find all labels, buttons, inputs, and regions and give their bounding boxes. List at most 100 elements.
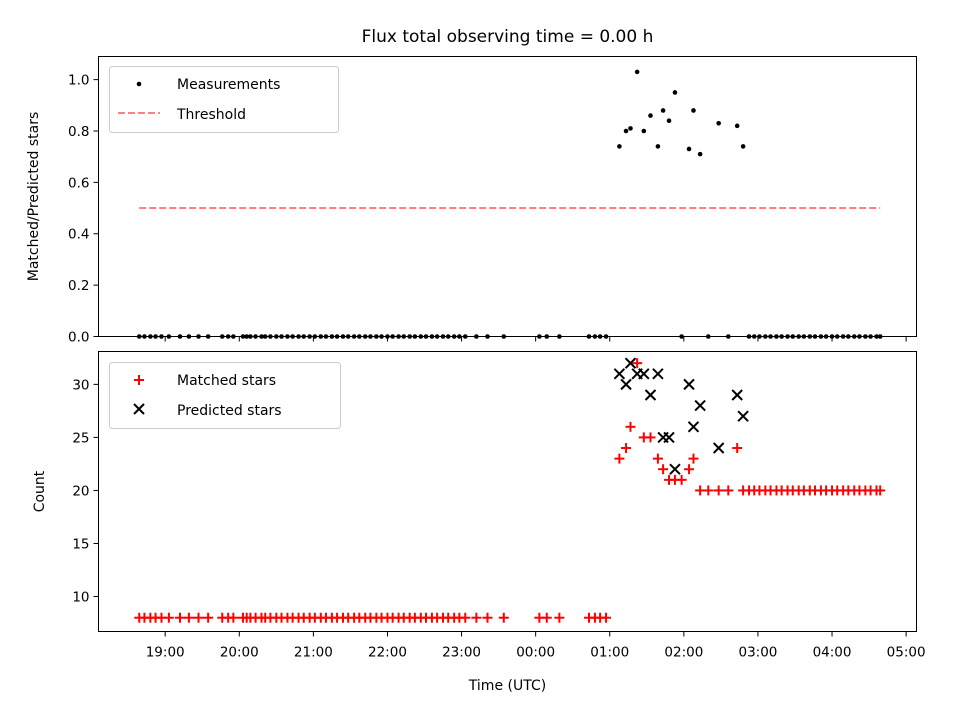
measurement-point (740, 144, 746, 149)
bottom-y-tick-label: 15 (72, 536, 89, 552)
x-tick-label: 01:00 (590, 645, 629, 661)
matched-star-point (614, 453, 625, 464)
matched-star-point (498, 612, 509, 623)
predicted-star-point (624, 357, 637, 369)
top-y-tick-label: 0.8 (68, 124, 89, 140)
measurement-point (666, 118, 672, 124)
x-tick-label: 04:00 (813, 645, 852, 661)
matched-star-point (658, 464, 669, 475)
legend-measurements-label: Measurements (177, 77, 280, 93)
legend-predicted-marker (133, 403, 145, 415)
bottom-y-axis-label: Count (32, 470, 48, 512)
x-tick-label: 02:00 (664, 645, 703, 661)
matched-star-point (621, 443, 632, 454)
bottom-legend: Matched stars Predicted stars (109, 362, 341, 429)
matched-star-point (203, 612, 214, 623)
matched-star-point (684, 464, 695, 475)
predicted-star-point (613, 368, 626, 380)
matched-star-point (541, 612, 552, 623)
predicted-star-point (652, 368, 664, 380)
top-legend: Measurements Threshold (109, 66, 339, 133)
matched-star-point (163, 612, 174, 623)
x-tick-label: 22:00 (368, 645, 407, 661)
bottom-y-tick-label: 25 (72, 430, 89, 446)
bottom-panel: 10 15 20 25 30 19:00 20:00 21:00 22:00 23:00 00:0… (32, 351, 926, 694)
bottom-y-tick-label: 20 (72, 483, 89, 499)
matched-star-point (183, 612, 194, 623)
predicted-star-point (694, 399, 706, 412)
top-x-ticks (164, 336, 907, 342)
matched-star-point (625, 421, 636, 432)
x-tick-label: 05:00 (887, 645, 926, 661)
bottom-x-axis: 19:00 20:00 21:00 22:00 23:00 00:00 01:00 02:00… (146, 631, 926, 661)
legend-threshold-label: Threshold (176, 107, 246, 123)
x-tick-label: 23:00 (442, 645, 481, 661)
bottom-plot-area (134, 357, 886, 623)
matched-star-point (688, 453, 699, 464)
x-tick-label: 00:00 (516, 645, 555, 661)
top-y-axis: 0.0 0.2 0.4 0.6 0.8 1.0 (68, 73, 99, 346)
measurement-point (686, 146, 692, 152)
predicted-star-point (638, 368, 650, 380)
legend-matched-label: Matched stars (177, 373, 276, 389)
legend-measurements-marker (136, 81, 142, 87)
predicted-star-point (731, 389, 743, 401)
matched-star-point (652, 453, 663, 464)
top-axes-frame (98, 56, 917, 337)
bottom-legend-box (109, 362, 341, 429)
bottom-y-axis: 10 15 20 25 30 (72, 377, 99, 606)
x-tick-label: 03:00 (738, 645, 777, 661)
chart-title: Flux total observing time = 0.00 h (362, 27, 654, 47)
matched-star-point (723, 485, 734, 496)
measurement-point (660, 108, 666, 113)
measurement-point (641, 128, 647, 134)
measurement-point (648, 113, 653, 118)
x-tick-label: 21:00 (294, 645, 333, 661)
measurement-point (623, 128, 629, 134)
top-y-tick-label: 0.4 (68, 227, 89, 243)
bottom-y-tick-label: 10 (72, 590, 89, 606)
matched-star-point (193, 612, 204, 623)
matched-star-point (471, 612, 482, 623)
predicted-star-point (683, 378, 695, 391)
top-y-tick-label: 0.6 (68, 175, 89, 191)
matched-star-point (732, 443, 743, 454)
measurement-point (634, 69, 640, 75)
measurement-point (697, 151, 703, 157)
matched-star-point (703, 485, 714, 496)
matched-star-point (460, 612, 471, 623)
measurement-point (628, 126, 633, 131)
matched-star-point (645, 432, 656, 443)
measurement-point (655, 144, 661, 149)
matched-star-point (554, 612, 565, 623)
measurement-point (734, 123, 740, 129)
matched-star-point (175, 612, 186, 623)
matched-star-point (228, 612, 239, 623)
matched-star-point (713, 485, 724, 496)
matched-star-point (601, 612, 612, 623)
legend-predicted-label: Predicted stars (177, 403, 282, 419)
measurement-point (716, 120, 721, 126)
predicted-star-point (712, 442, 725, 454)
predicted-star-point (663, 431, 675, 444)
predicted-star-point (737, 410, 749, 422)
matched-star-point (632, 358, 643, 369)
top-panel: 0.0 0.2 0.4 0.6 0.8 1.0 Matched/Predicted sta… (26, 56, 917, 346)
bottom-y-tick-label: 30 (72, 377, 89, 393)
predicted-star-point (669, 463, 681, 475)
measurement-point (617, 144, 622, 149)
measurement-point (672, 90, 678, 95)
x-tick-label: 19:00 (146, 645, 185, 661)
predicted-star-point (644, 389, 657, 401)
top-y-tick-label: 0.0 (68, 330, 89, 346)
matched-star-point (482, 612, 493, 623)
legend-matched-marker (134, 375, 144, 385)
top-plot-area (136, 69, 883, 339)
bottom-axes-frame (98, 351, 917, 632)
measurement-point (691, 108, 696, 113)
matched-star-point (875, 485, 886, 496)
top-y-tick-label: 0.2 (68, 278, 89, 294)
x-tick-label: 20:00 (220, 645, 259, 661)
x-axis-label: Time (UTC) (468, 678, 546, 694)
